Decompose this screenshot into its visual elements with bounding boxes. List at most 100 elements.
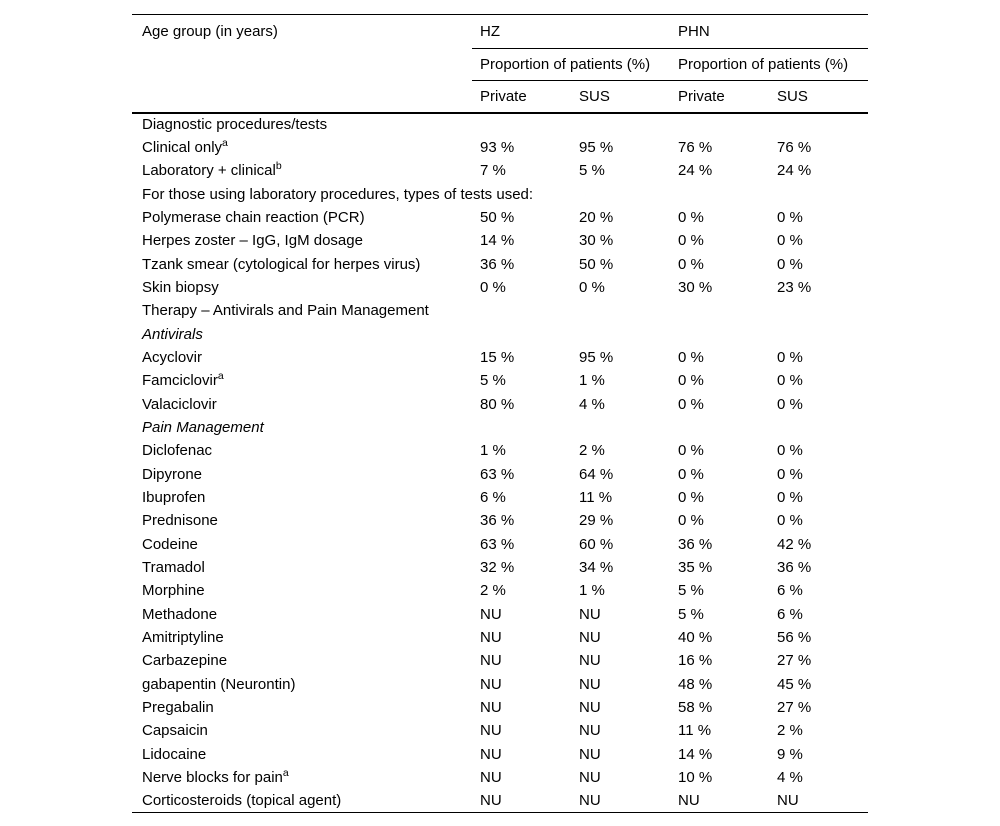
row-label: Laboratory + clinicalb — [142, 160, 282, 180]
cell-value — [670, 322, 769, 345]
table-row: Lidocaine NU NU 14 % 9 % — [132, 742, 868, 765]
cell-value — [769, 322, 868, 345]
cell-value: 4 % — [579, 395, 605, 413]
cell-value: NU — [480, 628, 502, 646]
cell-value: 6 % — [480, 488, 506, 506]
table-row: Herpes zoster – IgG, IgM dosage 14 % 30 % 0… — [132, 229, 868, 252]
cell-value — [769, 182, 868, 205]
cell-value — [571, 182, 670, 205]
cell-value: NU — [579, 605, 601, 623]
cell-value: 1 % — [579, 372, 605, 390]
cell-value: 23 % — [777, 278, 812, 296]
cell-value: 76 % — [777, 138, 812, 156]
cell-value: 24 % — [777, 162, 812, 180]
cell-value: 29 % — [579, 512, 614, 530]
table-row: Therapy – Antivirals and Pain Management — [132, 299, 868, 322]
table-header: Age group (in years) HZ PHN Proportion o… — [132, 14, 869, 114]
table-row: Prednisone 36 % 29 % 0 % 0 % — [132, 509, 868, 532]
cell-value: 34 % — [579, 558, 614, 576]
cell-value: 7 % — [480, 162, 506, 180]
table-row: Valaciclovir 80 % 4 % 0 % 0 % — [132, 392, 868, 415]
table-row: Pregabalin NU NU 58 % 27 % — [132, 696, 868, 719]
table-row: Diclofenac 1 % 2 % 0 % 0 % — [132, 439, 868, 462]
row-label: Valaciclovir — [142, 395, 217, 413]
header-subheader-phn: Proportion of patients (%) — [670, 48, 869, 81]
cell-value: NU — [480, 745, 502, 763]
cell-value: 0 % — [777, 395, 803, 413]
cell-value: NU — [480, 605, 502, 623]
cell-value: 0 % — [678, 512, 704, 530]
row-label: Prednisone — [142, 512, 218, 530]
cell-value — [472, 113, 571, 136]
footnote-marker: a — [217, 370, 224, 383]
cell-value: 0 % — [678, 488, 704, 506]
table-row: Amitriptyline NU NU 40 % 56 % — [132, 626, 868, 649]
table-row: Famciclovira 5 % 1 % 0 % 0 % — [132, 369, 868, 392]
cell-value: 50 % — [579, 255, 614, 273]
header-row-columns: Private SUS Private SUS — [132, 80, 869, 114]
row-label: Ibuprofen — [142, 488, 206, 506]
cell-value — [769, 299, 868, 322]
table-row: Methadone NU NU 5 % 6 % — [132, 602, 868, 625]
cell-value — [571, 113, 670, 136]
cell-value: 93 % — [480, 138, 515, 156]
cell-value: NU — [480, 768, 502, 786]
header-row-subheader: Proportion of patients (%) Proportion of… — [132, 48, 869, 81]
cell-value: 6 % — [777, 605, 803, 623]
table-body: Diagnostic procedures/tests Clinical only… — [132, 113, 868, 813]
cell-value — [670, 299, 769, 322]
cell-value: 32 % — [480, 558, 515, 576]
row-label: Methadone — [142, 605, 218, 623]
cell-value: NU — [579, 745, 601, 763]
cell-value: 0 % — [777, 465, 803, 483]
cell-value: 0 % — [777, 442, 803, 460]
row-label: Famciclovira — [142, 370, 224, 390]
cell-value — [472, 416, 571, 439]
cell-value: 10 % — [678, 768, 713, 786]
paper-table-container: Age group (in years) HZ PHN Proportion o… — [132, 14, 869, 813]
cell-value: 5 % — [678, 582, 704, 600]
cell-value — [670, 182, 769, 205]
cell-value — [769, 113, 868, 136]
row-label: Codeine — [142, 535, 198, 553]
footnote-marker: b — [275, 160, 282, 173]
table-row: Ibuprofen 6 % 11 % 0 % 0 % — [132, 486, 868, 509]
table-row: Polymerase chain reaction (PCR) 50 % 20 % 0… — [132, 206, 868, 229]
row-label: Pain Management — [142, 418, 264, 436]
cell-value: 0 % — [678, 255, 704, 273]
row-label: Diagnostic procedures/tests — [142, 116, 328, 134]
row-label: Dipyrone — [142, 465, 203, 483]
row-label: For those using laboratory procedures, t… — [142, 185, 534, 203]
cell-value: NU — [480, 675, 502, 693]
cell-value: 14 % — [480, 232, 515, 250]
cell-value: 76 % — [678, 138, 713, 156]
cell-value: 0 % — [777, 348, 803, 366]
cell-value: 45 % — [777, 675, 812, 693]
footnote-marker: a — [282, 766, 289, 779]
header-col-phn-sus: SUS — [769, 80, 869, 114]
cell-value: NU — [579, 698, 601, 716]
cell-value: NU — [579, 722, 601, 740]
cell-value — [472, 299, 571, 322]
cell-value: 1 % — [480, 442, 506, 460]
cell-value: 5 % — [480, 372, 506, 390]
row-label: Antivirals — [142, 325, 203, 343]
cell-value — [670, 416, 769, 439]
data-table: Age group (in years) HZ PHN Proportion o… — [132, 14, 869, 813]
cell-value: 0 % — [777, 488, 803, 506]
cell-value — [670, 113, 769, 136]
table-row: Tzank smear (cytological for herpes viru… — [132, 252, 868, 275]
row-label: Carbazepine — [142, 652, 228, 670]
cell-value: 30 % — [579, 232, 614, 250]
table-row: Codeine 63 % 60 % 36 % 42 % — [132, 532, 868, 555]
cell-value: 56 % — [777, 628, 812, 646]
cell-value: 30 % — [678, 278, 713, 296]
cell-value: 9 % — [777, 745, 803, 763]
cell-value: NU — [480, 722, 502, 740]
table-row: Nerve blocks for paina NU NU 10 % 4 % — [132, 766, 868, 789]
row-label: Lidocaine — [142, 745, 207, 763]
row-label: Tramadol — [142, 558, 205, 576]
row-label: Corticosteroids (topical agent) — [142, 791, 342, 809]
cell-value: 4 % — [777, 768, 803, 786]
cell-value: 2 % — [777, 722, 803, 740]
